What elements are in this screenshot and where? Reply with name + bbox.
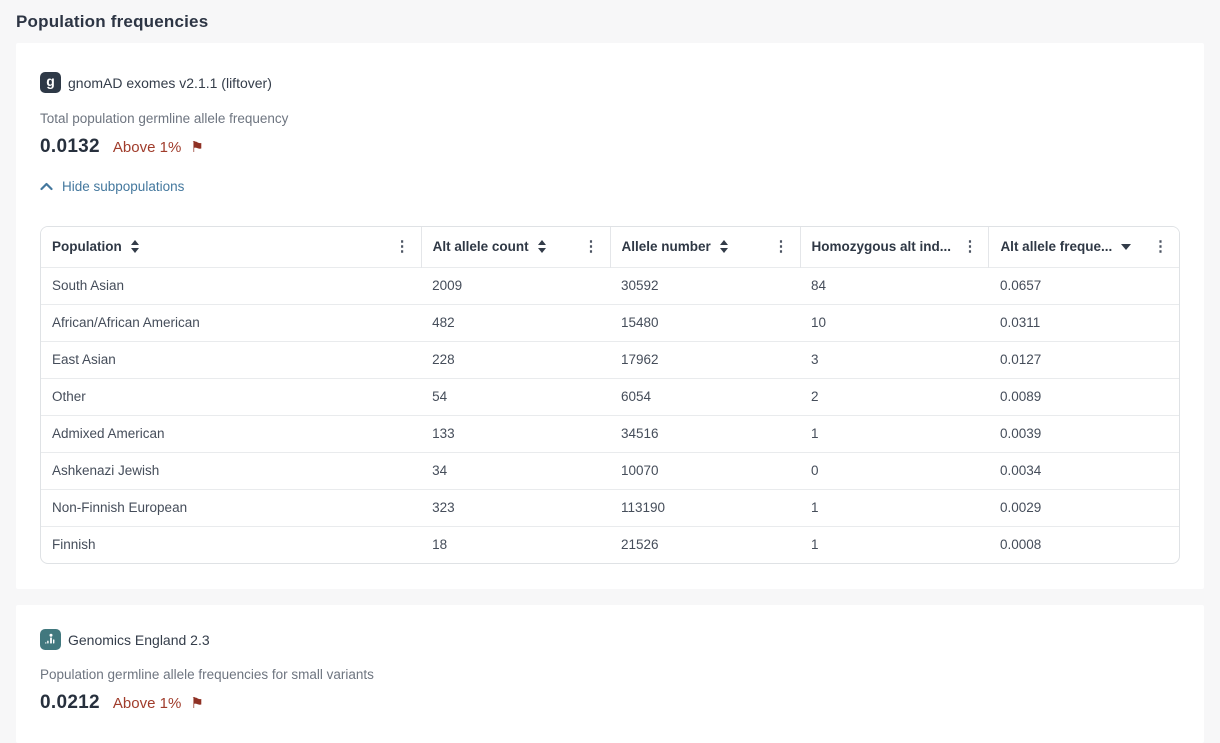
card-gap — [0, 589, 1220, 605]
cell-homozygous-alt-individuals: 84 — [800, 266, 989, 304]
column-label: Alt allele count — [432, 239, 529, 255]
cell-alt-allele-count: 323 — [421, 488, 610, 526]
cell-alt-allele-count: 228 — [421, 340, 610, 378]
gnomad-value-row: 0.0132 Above 1% ⚑ — [40, 136, 1180, 158]
ge-value-row: 0.0212 Above 1% ⚑ — [40, 692, 1180, 714]
cell-alt-allele-frequency: 0.0127 — [988, 340, 1179, 378]
genomics-england-card: Genomics England 2.3 Population germline… — [16, 605, 1204, 743]
gnomad-threshold-badge: Above 1% — [112, 138, 182, 156]
cell-alt-allele-frequency: 0.0657 — [988, 266, 1179, 304]
cell-alt-allele-frequency: 0.0039 — [988, 414, 1179, 452]
cell-alt-allele-frequency: 0.0311 — [988, 303, 1179, 341]
column-menu-icon[interactable]: ⋮ — [1153, 238, 1168, 256]
genomics-england-logo-icon — [40, 629, 61, 650]
cell-allele-number: 15480 — [610, 303, 801, 341]
sort-icon[interactable] — [719, 240, 728, 254]
flag-icon: ⚑ — [190, 694, 204, 712]
gnomad-badge-icon: g — [40, 72, 61, 93]
table-row: Finnish 18 21526 1 0.0008 — [41, 525, 1179, 563]
gnomad-card: g gnomAD exomes v2.1.1 (liftover) Total … — [16, 43, 1204, 589]
ge-metric-label: Population germline allele frequencies f… — [40, 667, 374, 682]
column-menu-icon[interactable]: ⋮ — [962, 238, 978, 256]
flag-icon: ⚑ — [190, 138, 204, 156]
subpopulations-table: Population ⋮ Alt allele count ⋮ Allele numbe… — [40, 226, 1180, 564]
cell-allele-number: 34516 — [610, 414, 801, 452]
ge-threshold-badge: Above 1% — [112, 694, 182, 712]
table-row: South Asian 2009 30592 84 0.0657 — [41, 266, 1179, 304]
cell-allele-number: 30592 — [610, 266, 801, 304]
column-menu-icon[interactable]: ⋮ — [583, 238, 599, 256]
cell-population: African/African American — [41, 303, 422, 341]
cell-alt-allele-count: 54 — [421, 377, 610, 415]
table-row: Non-Finnish European 323 113190 1 0.0029 — [41, 488, 1179, 526]
column-header-allele-number[interactable]: Allele number ⋮ — [609, 227, 801, 267]
gnomad-source-row: g gnomAD exomes v2.1.1 (liftover) — [40, 72, 1180, 93]
cell-allele-number: 10070 — [610, 451, 801, 489]
table-row: Ashkenazi Jewish 34 10070 0 0.0034 — [41, 451, 1179, 489]
cell-alt-allele-count: 18 — [421, 525, 610, 563]
cell-homozygous-alt-individuals: 1 — [800, 488, 989, 526]
cell-alt-allele-frequency: 0.0034 — [988, 451, 1179, 489]
cell-allele-number: 21526 — [610, 525, 801, 563]
cell-homozygous-alt-individuals: 0 — [800, 451, 989, 489]
chevron-up-icon — [40, 182, 53, 191]
sort-descending-icon[interactable] — [1121, 243, 1132, 250]
cell-allele-number: 17962 — [610, 340, 801, 378]
cell-alt-allele-count: 2009 — [421, 266, 610, 304]
cell-alt-allele-count: 34 — [421, 451, 610, 489]
table-header-row: Population ⋮ Alt allele count ⋮ Allele numbe… — [41, 227, 1179, 267]
table-row: African/African American 482 15480 10 0.0311 — [41, 303, 1179, 341]
page-title: Population frequencies — [16, 12, 209, 31]
cell-homozygous-alt-individuals: 2 — [800, 377, 989, 415]
sort-icon[interactable] — [130, 240, 139, 254]
cell-population: Ashkenazi Jewish — [41, 451, 422, 489]
toggle-label: Hide subpopulations — [62, 179, 185, 194]
cell-homozygous-alt-individuals: 10 — [800, 303, 989, 341]
table-row: East Asian 228 17962 3 0.0127 — [41, 340, 1179, 378]
column-header-population[interactable]: Population ⋮ — [41, 227, 422, 267]
cell-allele-number: 6054 — [610, 377, 801, 415]
column-header-homozygous-alt-ind[interactable]: Homozygous alt ind... ⋮ — [799, 227, 989, 267]
table-row: Admixed American 133 34516 1 0.0039 — [41, 414, 1179, 452]
gnomad-metric-label: Total population germline allele frequen… — [40, 111, 289, 126]
column-label: Homozygous alt ind... — [811, 239, 952, 255]
column-menu-icon[interactable]: ⋮ — [394, 238, 410, 256]
cell-alt-allele-frequency: 0.0029 — [988, 488, 1179, 526]
ge-frequency-value: 0.0212 — [40, 692, 100, 713]
sort-icon[interactable] — [537, 240, 546, 254]
gnomad-frequency-value: 0.0132 — [40, 136, 100, 157]
cell-homozygous-alt-individuals: 1 — [800, 414, 989, 452]
column-menu-icon[interactable]: ⋮ — [773, 238, 789, 256]
column-label: Alt allele freque... — [1000, 239, 1113, 255]
column-header-alt-allele-count[interactable]: Alt allele count ⋮ — [420, 227, 610, 267]
cell-alt-allele-count: 133 — [421, 414, 610, 452]
cell-population: South Asian — [41, 266, 422, 304]
column-label: Population — [52, 239, 122, 255]
cell-population: Non-Finnish European — [41, 488, 422, 526]
cell-homozygous-alt-individuals: 1 — [800, 525, 989, 563]
column-label: Allele number — [621, 239, 711, 255]
table-row: Other 54 6054 2 0.0089 — [41, 377, 1179, 415]
cell-alt-allele-count: 482 — [421, 303, 610, 341]
ge-source-row: Genomics England 2.3 — [40, 629, 1180, 650]
cell-allele-number: 113190 — [610, 488, 801, 526]
cell-population: Finnish — [41, 525, 422, 563]
cell-homozygous-alt-individuals: 3 — [800, 340, 989, 378]
hide-subpopulations-toggle[interactable]: Hide subpopulations — [40, 179, 184, 194]
cell-alt-allele-frequency: 0.0089 — [988, 377, 1179, 415]
cell-population: Other — [41, 377, 422, 415]
ge-source-label: Genomics England 2.3 — [68, 631, 210, 648]
column-header-alt-allele-freque[interactable]: Alt allele freque... ⋮ — [988, 227, 1179, 267]
gnomad-source-label: gnomAD exomes v2.1.1 (liftover) — [68, 74, 272, 91]
cell-alt-allele-frequency: 0.0008 — [988, 525, 1179, 563]
cell-population: Admixed American — [41, 414, 422, 452]
cell-population: East Asian — [41, 340, 422, 378]
